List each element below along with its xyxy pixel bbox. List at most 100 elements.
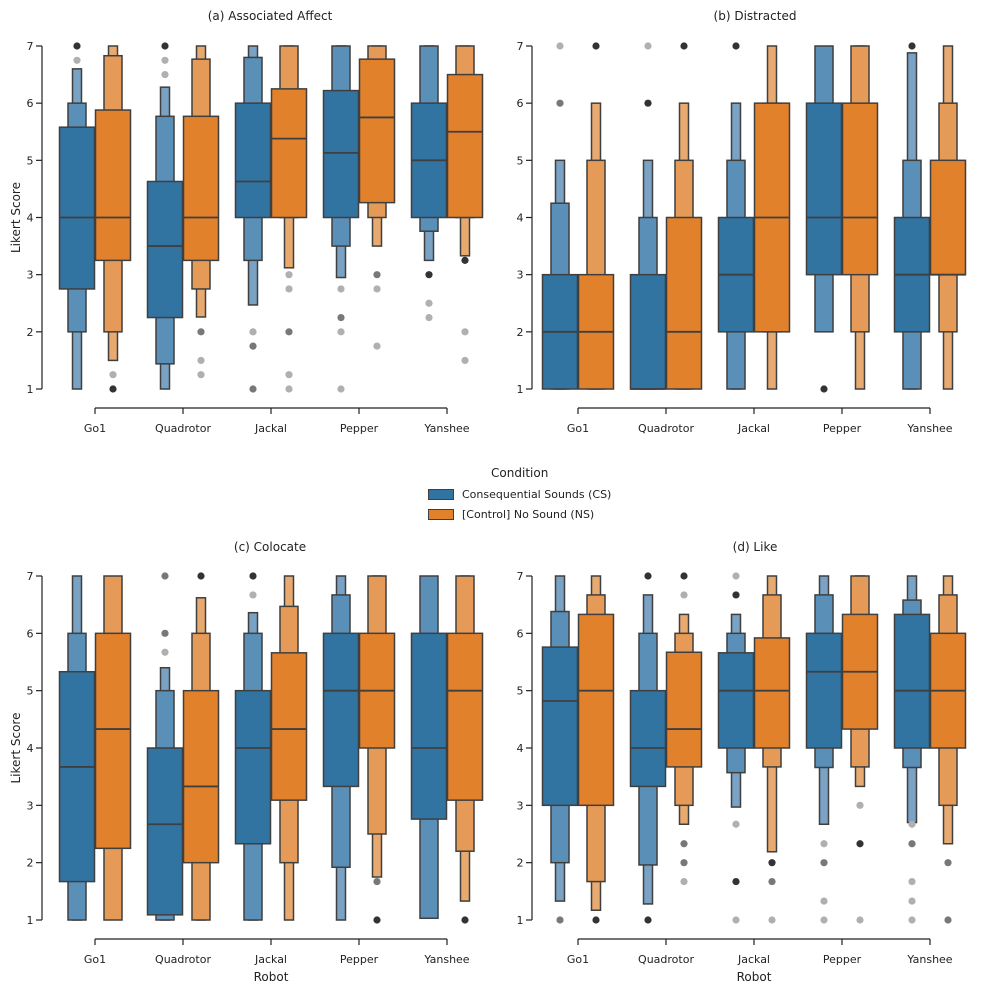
boxen-level-cs-pepper bbox=[805, 632, 843, 749]
boxen-level-cs-jackal bbox=[717, 652, 755, 749]
outlier-point bbox=[908, 877, 916, 886]
outlier-point bbox=[768, 859, 776, 867]
outlier-point bbox=[820, 859, 828, 867]
x-tick-label: Go1 bbox=[567, 422, 589, 435]
y-tick-label: 4 bbox=[27, 212, 34, 225]
outlier-point bbox=[373, 916, 381, 924]
outlier-point bbox=[425, 299, 433, 307]
boxen-level-cs-quadrotor bbox=[629, 689, 667, 788]
boxen-level-ns-yanshee bbox=[929, 159, 967, 276]
y-tick-label: 7 bbox=[27, 40, 34, 53]
outlier-point bbox=[680, 859, 688, 867]
y-tick-label: 5 bbox=[27, 685, 34, 698]
outlier-point bbox=[680, 572, 688, 580]
x-tick-label: Jackal bbox=[737, 953, 770, 966]
outlier-point bbox=[73, 42, 81, 50]
legend-label-ns: [Control] No Sound (NS) bbox=[462, 507, 595, 521]
outlier-point bbox=[285, 385, 293, 393]
outlier-point bbox=[373, 271, 381, 279]
outlier-point bbox=[161, 42, 169, 50]
boxen-level-ns-jackal bbox=[270, 652, 308, 801]
boxen-level-ns-quadrotor bbox=[182, 115, 220, 262]
boxen-level-cs-pepper bbox=[322, 89, 360, 219]
outlier-point bbox=[109, 371, 117, 379]
boxen-level-ns-quadrotor bbox=[665, 216, 703, 390]
outlier-point bbox=[592, 42, 600, 50]
legend-title: Condition bbox=[491, 466, 549, 480]
outlier-point bbox=[732, 916, 740, 924]
outlier-point bbox=[461, 256, 469, 264]
boxen-level-cs-go1 bbox=[58, 670, 96, 883]
outlier-point bbox=[425, 271, 433, 279]
y-tick-label: 6 bbox=[27, 97, 34, 110]
x-tick-label: Quadrotor bbox=[638, 953, 694, 966]
outlier-point bbox=[732, 591, 740, 599]
outlier-point bbox=[680, 877, 688, 886]
y-tick-label: 6 bbox=[27, 627, 34, 640]
boxen-level-ns-go1 bbox=[577, 613, 615, 807]
outlier-point bbox=[768, 916, 776, 924]
y-tick-label: 5 bbox=[517, 154, 524, 167]
boxen-level-cs-jackal bbox=[234, 689, 272, 845]
y-tick-label: 4 bbox=[517, 742, 524, 755]
x-tick-label: Quadrotor bbox=[155, 953, 211, 966]
x-tick-label: Yanshee bbox=[423, 953, 469, 966]
outlier-point bbox=[109, 385, 117, 393]
panel-title: (a) Associated Affect bbox=[208, 9, 333, 23]
x-tick-label: Pepper bbox=[340, 953, 379, 966]
outlier-point bbox=[285, 328, 293, 336]
boxen-level-ns-yanshee bbox=[446, 73, 484, 219]
outlier-point bbox=[337, 285, 345, 293]
y-tick-label: 2 bbox=[27, 857, 34, 870]
boxen-level-cs-quadrotor bbox=[629, 273, 667, 390]
outlier-point bbox=[373, 877, 381, 886]
outlier-point bbox=[944, 916, 952, 924]
outlier-point bbox=[461, 328, 469, 336]
x-tick-label: Go1 bbox=[84, 422, 106, 435]
outlier-point bbox=[285, 371, 293, 379]
x-tick-label: Quadrotor bbox=[155, 422, 211, 435]
y-tick-label: 5 bbox=[517, 685, 524, 698]
outlier-point bbox=[249, 342, 257, 350]
outlier-point bbox=[461, 356, 469, 365]
y-tick-label: 7 bbox=[517, 40, 524, 53]
boxen-level-cs-quadrotor bbox=[146, 747, 184, 916]
outlier-point bbox=[161, 648, 169, 656]
outlier-point bbox=[285, 271, 293, 279]
outlier-point bbox=[249, 572, 257, 580]
outlier-point bbox=[197, 371, 205, 379]
outlier-point bbox=[732, 42, 740, 50]
outlier-point bbox=[820, 385, 828, 393]
panel-title: (c) Colocate bbox=[234, 540, 306, 554]
y-tick-label: 6 bbox=[517, 627, 524, 640]
outlier-point bbox=[644, 916, 652, 924]
y-tick-label: 7 bbox=[27, 570, 34, 583]
y-tick-label: 3 bbox=[517, 799, 524, 812]
y-tick-label: 1 bbox=[517, 914, 524, 927]
outlier-point bbox=[249, 328, 257, 336]
y-tick-label: 2 bbox=[27, 326, 34, 339]
y-tick-label: 5 bbox=[27, 154, 34, 167]
boxen-level-cs-pepper bbox=[805, 102, 843, 276]
boxen-level-ns-go1 bbox=[94, 632, 132, 850]
boxen-level-ns-yanshee bbox=[446, 632, 484, 801]
y-tick-label: 2 bbox=[517, 857, 524, 870]
boxen-level-ns-quadrotor bbox=[182, 689, 220, 864]
outlier-point bbox=[556, 916, 564, 924]
boxen-level-cs-go1 bbox=[58, 126, 96, 290]
x-tick-label: Pepper bbox=[340, 422, 379, 435]
y-tick-label: 3 bbox=[27, 799, 34, 812]
x-tick-label: Quadrotor bbox=[638, 422, 694, 435]
y-axis-label: Likert Score bbox=[9, 182, 23, 253]
outlier-point bbox=[161, 572, 169, 580]
outlier-point bbox=[908, 42, 916, 50]
outlier-point bbox=[908, 820, 916, 828]
boxen-level-ns-jackal bbox=[270, 88, 308, 219]
x-axis-label: Robot bbox=[254, 970, 289, 984]
x-tick-label: Jackal bbox=[254, 422, 287, 435]
outlier-point bbox=[820, 840, 828, 848]
outlier-point bbox=[944, 859, 952, 867]
outlier-point bbox=[680, 840, 688, 848]
y-tick-label: 1 bbox=[517, 383, 524, 396]
